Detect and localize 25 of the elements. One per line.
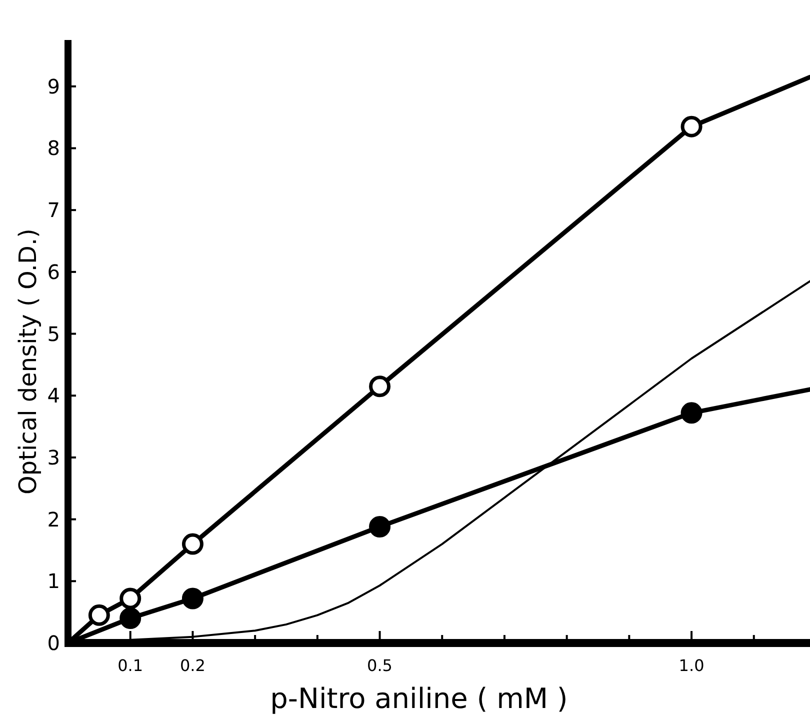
point [182,588,204,610]
y-tick-label: 4 [47,384,60,408]
y-tick-label: 6 [47,260,60,284]
y-tick-label: 2 [47,507,60,532]
point [369,516,391,538]
y-tick-label: 5 [47,322,60,346]
x-tick-label: 0.1 [118,656,144,675]
y-tick-label: 9 [47,74,60,98]
point [369,376,391,398]
point [120,608,142,630]
y-tick-label: 8 [47,136,60,160]
point [182,533,204,555]
y-tick-label: 1 [47,569,60,594]
x-axis-title: p-Nitro aniline ( mM ) [270,682,568,715]
point [680,402,702,424]
x-tick-label: 0.5 [367,656,392,675]
x-tick-label: 1.0 [678,656,704,675]
x-tick-label: 0.2 [180,656,206,675]
y-tick-label: 3 [47,445,60,470]
point [120,588,142,610]
y-axis-title: Optical density ( O.D.) [14,228,42,495]
y-tick-label: 7 [47,198,60,222]
point [88,604,110,626]
point [680,116,702,138]
y-tick-label: 0 [47,631,60,655]
